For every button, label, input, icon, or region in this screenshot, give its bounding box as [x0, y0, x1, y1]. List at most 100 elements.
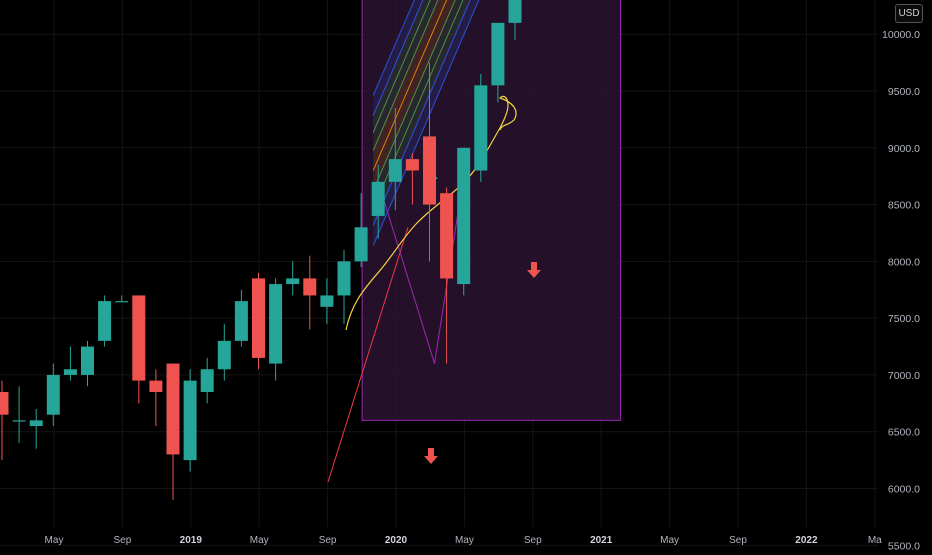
candle-body	[200, 369, 214, 392]
candle	[166, 363, 180, 500]
candle-body	[440, 193, 454, 279]
price-tick-label: 7500.0	[888, 313, 920, 325]
time-tick-label: May	[250, 535, 269, 546]
candle	[98, 295, 112, 347]
candle-body	[217, 340, 231, 370]
time-tick-label: Sep	[524, 535, 542, 546]
price-tick-label: 7000.0	[888, 370, 920, 382]
regression-channel	[372, 0, 480, 246]
candle	[132, 295, 146, 404]
time-tick-label: May	[455, 535, 474, 546]
candle	[200, 357, 214, 404]
candle-body	[98, 301, 112, 341]
candle-body	[115, 301, 129, 303]
candle	[423, 62, 436, 262]
candle	[337, 250, 351, 324]
price-tick-label: 6500.0	[888, 427, 920, 439]
candle	[0, 380, 9, 461]
time-tick-label: Sep	[729, 535, 747, 546]
candle	[183, 369, 197, 472]
price-tick-label: 10000.0	[882, 29, 920, 41]
channel-line	[372, 0, 456, 191]
time-tick-label: Sep	[319, 535, 337, 546]
candle	[234, 289, 248, 347]
price-tick-label: 9500.0	[888, 86, 920, 98]
price-axis: 5500.0 6000.0 6500.0 7000.0 7500.0 8000.0 8500…	[882, 29, 920, 552]
candle-body	[234, 301, 248, 341]
channel-line	[372, 0, 464, 209]
arrow-down-icon	[424, 448, 438, 464]
candle	[508, 0, 522, 40]
candle-body	[183, 380, 197, 461]
candle-body	[12, 420, 26, 422]
candle-body	[286, 278, 300, 285]
channel-line	[372, 0, 480, 246]
date-price-range-box	[361, 0, 622, 421]
time-tick-label: 2020	[385, 535, 408, 546]
arrow-down-icon	[527, 262, 541, 278]
candle	[115, 295, 129, 303]
candle-body	[474, 85, 488, 171]
time-tick-label: May	[660, 535, 679, 546]
candles	[0, 0, 522, 500]
candle	[320, 278, 334, 324]
candle	[371, 164, 385, 239]
candle-body	[166, 363, 180, 455]
candle	[63, 346, 77, 381]
candle-body	[388, 159, 402, 182]
candle	[388, 108, 402, 211]
candle-body	[337, 261, 351, 296]
candle-body	[320, 295, 334, 307]
candle	[354, 193, 368, 268]
candle	[149, 369, 163, 427]
candle-body	[457, 147, 471, 285]
candle	[491, 22, 505, 103]
freehand-path	[345, 95, 517, 331]
candle	[12, 386, 26, 444]
trend-line	[327, 227, 409, 483]
candle-body	[81, 346, 94, 375]
time-tick-label: May	[45, 535, 64, 546]
pattern-lines	[377, 176, 465, 364]
candle	[29, 409, 43, 449]
channel-line	[372, 0, 471, 226]
price-tick-label: 8000.0	[888, 256, 920, 268]
price-tick-label: 8500.0	[888, 200, 920, 212]
candle-body	[0, 391, 9, 415]
candle-body	[303, 278, 317, 296]
candle-body	[132, 295, 146, 381]
price-tick-label: 6000.0	[888, 484, 920, 496]
time-tick-label: Sep	[114, 535, 132, 546]
candle	[286, 261, 300, 296]
time-tick-label: Ma	[868, 535, 882, 546]
candle-body	[508, 0, 522, 23]
price-tick-label: 5500.0	[888, 540, 920, 550]
candle-body	[63, 369, 77, 375]
candle-body	[29, 420, 43, 427]
candle	[269, 278, 283, 381]
candle	[474, 73, 488, 182]
time-axis: May Sep 2019 May Sep 2020 May Sep 2021 May Sep 2022…	[45, 535, 883, 546]
candle	[303, 255, 317, 330]
candle	[252, 272, 265, 370]
candle-body	[252, 278, 265, 358]
currency-button[interactable]: USD	[895, 4, 923, 23]
candle	[217, 323, 231, 381]
candle	[405, 153, 419, 205]
time-tick-label: 2021	[590, 535, 613, 546]
candle-body	[423, 136, 436, 205]
candle-body	[46, 374, 60, 415]
candle-body	[269, 284, 283, 364]
candle	[46, 363, 60, 427]
candle-body	[491, 22, 505, 86]
time-tick-label: 2019	[180, 535, 203, 546]
time-tick-label: 2022	[795, 535, 818, 546]
price-tick-label: 9000.0	[888, 143, 920, 155]
candle-body	[405, 159, 419, 171]
candle	[457, 147, 471, 296]
candle	[81, 340, 94, 387]
channel-line	[372, 0, 448, 171]
candle-body	[371, 181, 385, 216]
